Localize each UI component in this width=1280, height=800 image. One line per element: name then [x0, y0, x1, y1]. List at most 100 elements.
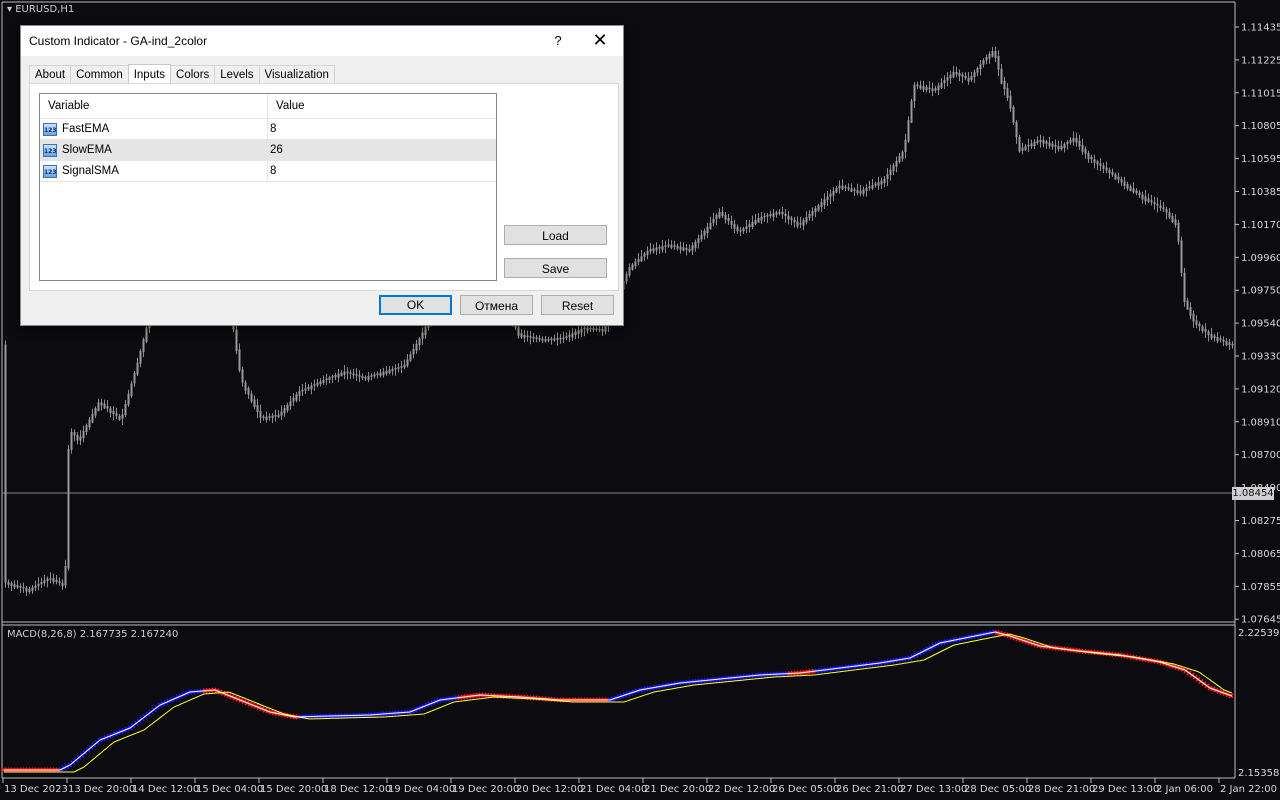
candle-body [664, 245, 667, 247]
cancel-button[interactable]: Отмена [460, 295, 533, 315]
candle-body [532, 336, 535, 339]
candle-body [883, 178, 886, 183]
dropdown-triangle-icon[interactable]: ▾ [7, 4, 13, 15]
time-label: 14 Dec 12:00 [132, 784, 199, 795]
candle-body [685, 248, 688, 251]
candle-body [904, 139, 907, 152]
ok-button[interactable]: OK [379, 295, 452, 315]
chart-symbol-label[interactable]: ▾ EURUSD,H1 [7, 4, 74, 15]
candle-body [283, 408, 286, 414]
candle-body [691, 245, 694, 251]
price-axis: 1.11435 1.11225 1.11015 1.10805 1.10595 1.103… [1235, 23, 1280, 626]
candle-body [298, 391, 301, 396]
candle-body [967, 77, 970, 82]
candle-body [964, 76, 967, 79]
candle-body [592, 328, 595, 331]
candle-body [676, 245, 679, 249]
candle-body [790, 217, 793, 221]
candle-body [787, 215, 790, 220]
tab-common[interactable]: Common [70, 65, 129, 84]
candle-body [58, 581, 61, 583]
candle-body [100, 402, 103, 406]
tab-visualization[interactable]: Visualization [258, 65, 335, 84]
candle-body [766, 214, 769, 217]
variable-cell[interactable]: 123 SignalSMA [40, 161, 268, 181]
close-icon[interactable]: ✕ [592, 30, 608, 50]
candle-body [571, 333, 574, 338]
candle-body [112, 410, 115, 415]
candle-body [1153, 202, 1156, 205]
candle-body [424, 326, 427, 336]
time-label: 15 Dec 20:00 [260, 784, 327, 795]
candle-body [961, 74, 964, 77]
candle-body [1204, 328, 1207, 332]
tab-levels[interactable]: Levels [214, 65, 260, 84]
help-button[interactable]: ? [554, 33, 562, 48]
column-header-variable[interactable]: Variable [40, 94, 268, 118]
candle-body [1102, 165, 1105, 169]
candle-body [91, 413, 94, 423]
candle-body [64, 566, 67, 586]
candle-body [1174, 219, 1177, 225]
time-label: 13 Dec 20:00 [68, 784, 135, 795]
candle-body [1198, 323, 1201, 327]
variable-cell[interactable]: 123 SlowEMA [40, 140, 268, 160]
integer-param-icon: 123 [43, 164, 57, 178]
candle-body [139, 350, 142, 364]
candle-body [1117, 176, 1120, 180]
time-label: 26 Dec 21:00 [836, 784, 903, 795]
candle-body [892, 165, 895, 172]
candle-body [1210, 334, 1213, 339]
value-cell[interactable]: 26 [270, 144, 283, 156]
candle-body [1024, 146, 1027, 151]
candle-body [715, 214, 718, 219]
candle-body [106, 406, 109, 409]
candle-body [1093, 159, 1096, 163]
tab-inputs[interactable]: Inputs [127, 64, 172, 85]
current-price-tag: 1.08454 [1232, 487, 1274, 500]
candle-body [1111, 171, 1114, 175]
candle-body [133, 373, 136, 384]
price-label: 1.09120 [1241, 384, 1280, 395]
candle-body [1012, 107, 1015, 123]
candle-body [925, 86, 928, 91]
candle-body [886, 174, 889, 180]
candle-body [1129, 186, 1132, 192]
candle-body [25, 587, 28, 592]
candle-body [379, 372, 382, 376]
candle-body [1165, 209, 1168, 213]
candle-body [943, 80, 946, 84]
candle-body [730, 221, 733, 225]
value-cell[interactable]: 8 [270, 123, 277, 135]
tab-about[interactable]: About [29, 65, 72, 84]
variable-cell[interactable]: 123 FastEMA [40, 119, 268, 139]
column-header-value[interactable]: Value [276, 100, 305, 112]
candle-body [1108, 169, 1111, 174]
load-button[interactable]: Load [504, 225, 607, 245]
candle-body [655, 247, 658, 251]
dialog-titlebar[interactable]: Custom Indicator - GA-ind_2color ? ✕ [21, 26, 623, 56]
candle-body [79, 436, 82, 441]
time-label: 19 Dec 04:00 [388, 784, 455, 795]
candle-body [349, 372, 352, 375]
candle-body [292, 397, 295, 402]
table-row[interactable]: 123 SlowEMA 26 [40, 140, 496, 161]
candle-body [652, 248, 655, 252]
candle-body [1144, 196, 1147, 202]
value-cell[interactable]: 8 [270, 165, 277, 177]
candle-body [115, 413, 118, 416]
candle-body [670, 244, 673, 248]
time-label: 2 Jan 22:00 [1220, 784, 1277, 795]
table-row[interactable]: 123 SignalSMA 8 [40, 161, 496, 182]
reset-button[interactable]: Reset [541, 295, 614, 315]
tab-colors[interactable]: Colors [170, 65, 216, 84]
table-row[interactable]: 123 FastEMA 8 [40, 119, 496, 140]
candle-body [400, 366, 403, 368]
symbol-text: EURUSD,H1 [15, 4, 75, 15]
candle-body [262, 416, 265, 419]
candle-body [1090, 156, 1093, 160]
candle-body [859, 190, 862, 194]
save-button[interactable]: Save [504, 258, 607, 278]
candle-body [889, 169, 892, 175]
candle-body [946, 77, 949, 81]
